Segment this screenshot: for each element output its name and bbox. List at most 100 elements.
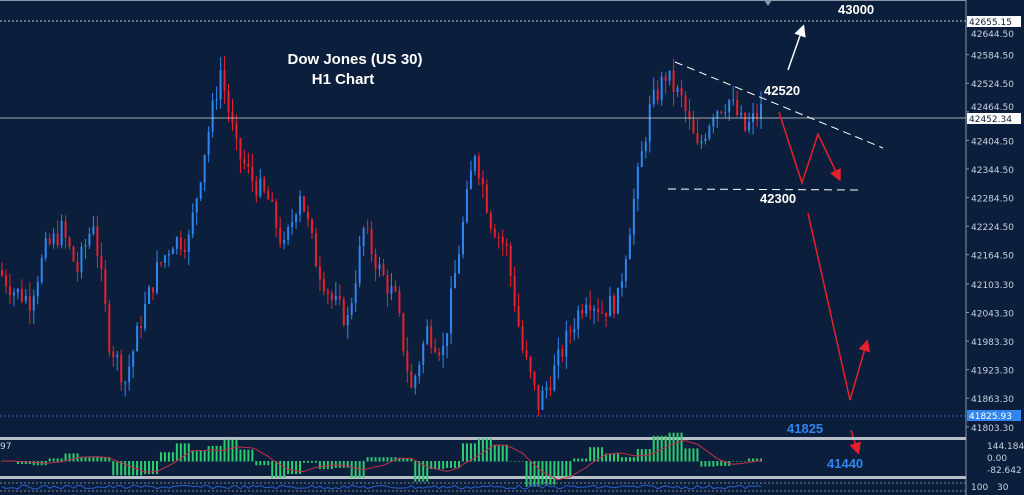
candle-body bbox=[370, 229, 373, 255]
candle-body bbox=[477, 156, 480, 179]
candle-body bbox=[310, 219, 313, 234]
candle-body bbox=[537, 384, 540, 410]
indicator-bar bbox=[390, 457, 393, 462]
indicator-bar bbox=[652, 435, 655, 462]
indicator-bar bbox=[612, 453, 615, 462]
indicator-bar bbox=[529, 461, 532, 487]
candle-body bbox=[442, 346, 445, 356]
candle-body bbox=[1, 270, 3, 276]
indicator-bar bbox=[279, 461, 282, 478]
candle-body bbox=[199, 182, 202, 199]
candle-body bbox=[489, 212, 492, 229]
candle-body bbox=[760, 104, 763, 119]
indicator-bar bbox=[664, 435, 667, 462]
indicator-bar bbox=[418, 461, 421, 482]
candle-body bbox=[88, 233, 91, 246]
candle-body bbox=[569, 330, 572, 333]
candle-body bbox=[422, 343, 425, 365]
indicator-bar bbox=[247, 449, 250, 462]
candle-body bbox=[410, 371, 413, 388]
indicator-bar bbox=[326, 461, 329, 470]
candle-body bbox=[219, 70, 222, 100]
indicator-bar bbox=[414, 461, 417, 482]
indicator-bar bbox=[724, 461, 727, 466]
indicator-bar bbox=[605, 453, 608, 462]
indicator-bar bbox=[438, 461, 441, 470]
candle-body bbox=[434, 347, 437, 353]
y-tick-label: 41863.30 bbox=[971, 395, 1014, 405]
shift-marker-icon[interactable] bbox=[764, 0, 772, 6]
candle-body bbox=[56, 233, 59, 246]
indicator-bar bbox=[112, 461, 115, 476]
indicator-bar bbox=[760, 458, 763, 462]
indicator-bar bbox=[720, 461, 723, 466]
indicator-bar bbox=[398, 458, 401, 462]
low-price-label: 41825.93 bbox=[969, 412, 1012, 422]
candle-body bbox=[605, 312, 608, 317]
candle-body bbox=[485, 184, 488, 213]
candle-body bbox=[509, 245, 512, 276]
candle-body bbox=[398, 291, 401, 314]
candle-body bbox=[593, 308, 596, 311]
indicator-bar bbox=[454, 461, 457, 468]
y-axis: 42644.50 42584.50 42524.50 42464.50 42404.50… bbox=[966, 25, 1014, 434]
support-line bbox=[667, 188, 863, 191]
indicator-bar bbox=[632, 457, 635, 462]
indicator-bar bbox=[736, 461, 739, 462]
indicator-bar bbox=[382, 457, 385, 462]
indicator-bar bbox=[533, 461, 536, 487]
indicator-bar bbox=[541, 461, 544, 485]
candle-body bbox=[52, 233, 55, 244]
indicator-bar bbox=[374, 457, 377, 462]
candle-body bbox=[263, 178, 266, 191]
indicator-bar bbox=[716, 461, 719, 466]
up-arrow-icon bbox=[787, 24, 806, 71]
indicator-bar bbox=[68, 453, 71, 462]
candle-body bbox=[533, 371, 536, 385]
candle-body bbox=[672, 70, 675, 92]
panel-divider[interactable] bbox=[0, 476, 966, 479]
indicator-bar bbox=[255, 461, 258, 466]
candle-body bbox=[207, 131, 210, 155]
candle-body bbox=[72, 246, 75, 262]
indicator-bar bbox=[509, 461, 512, 462]
candle-body bbox=[124, 382, 127, 384]
candle-body bbox=[465, 189, 468, 222]
chart-subtitle: H1 Chart bbox=[312, 71, 375, 88]
candle-body bbox=[664, 76, 667, 81]
indicator-tick: 144.184 bbox=[987, 442, 1024, 452]
indicator-bar bbox=[668, 432, 671, 462]
indicator-bar bbox=[167, 452, 170, 462]
indicator-bar bbox=[92, 457, 95, 462]
candle-body bbox=[577, 310, 580, 330]
indicator-bar bbox=[338, 461, 341, 468]
indicator-bar bbox=[481, 438, 484, 462]
indicator-bar bbox=[179, 443, 182, 462]
candle-body bbox=[295, 214, 298, 222]
indicator-bar bbox=[406, 458, 409, 462]
candle-body bbox=[322, 278, 325, 292]
indicator-bar bbox=[557, 461, 560, 477]
y-tick-label: 42043.30 bbox=[971, 309, 1014, 319]
candle-body bbox=[573, 329, 576, 333]
indicator-bar bbox=[283, 461, 286, 478]
indicator-bar bbox=[517, 461, 520, 462]
indicator-bar bbox=[446, 461, 449, 468]
indicator-bar bbox=[175, 443, 178, 462]
indicator-bar bbox=[589, 447, 592, 462]
indicator-bar bbox=[422, 461, 425, 482]
candle-body bbox=[756, 113, 759, 119]
candle-body bbox=[342, 299, 345, 325]
indicator-bar bbox=[128, 461, 131, 476]
candle-body bbox=[84, 245, 87, 247]
candle-body bbox=[211, 100, 214, 132]
candle-body bbox=[80, 246, 83, 273]
candle-body bbox=[652, 90, 655, 104]
indicator-bar bbox=[163, 452, 166, 462]
indicator-bar bbox=[756, 458, 759, 462]
indicator-bar bbox=[306, 461, 309, 463]
candle-body bbox=[561, 349, 564, 357]
indicator-bar bbox=[748, 458, 751, 462]
candle-body bbox=[660, 76, 663, 101]
